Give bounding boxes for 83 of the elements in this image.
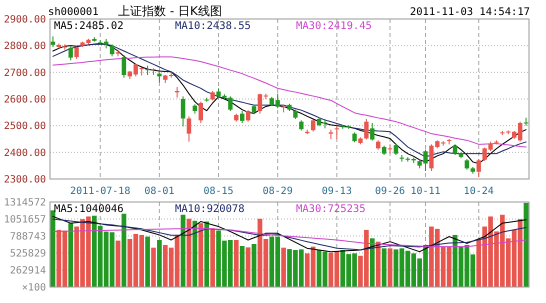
- candlestick: [370, 122, 374, 142]
- candlestick: [452, 144, 458, 156]
- candlestick: [240, 110, 244, 124]
- x-tick-label: 08-15: [203, 186, 234, 197]
- text: 2011-11-03 14:54:17: [410, 6, 530, 18]
- y-tick-label: 2300.00: [4, 174, 46, 186]
- x-tick-label: 10-24: [464, 186, 494, 197]
- candlestick: [382, 145, 386, 156]
- candlestick: [228, 96, 233, 112]
- candlestick: [394, 143, 398, 156]
- candlestick: [352, 132, 357, 143]
- bar: [157, 240, 162, 287]
- bar: [68, 223, 74, 287]
- y-tick-label: 2500.00: [4, 121, 46, 132]
- y-tick-label: 2800.00: [4, 41, 46, 52]
- text: MA30:2419.45: [296, 20, 372, 32]
- bar: [204, 222, 210, 287]
- candlestick: [334, 125, 340, 140]
- candlestick: [122, 54, 126, 78]
- bar: [210, 228, 215, 287]
- y-tick-label: 1051657: [4, 214, 46, 226]
- bar: [122, 214, 126, 287]
- candlestick: [192, 104, 198, 114]
- bar: [281, 248, 286, 287]
- candlestick: [293, 109, 298, 120]
- line-series: [52, 228, 527, 248]
- candlestick: [246, 110, 250, 122]
- candlestick: [376, 140, 380, 150]
- bar: [524, 202, 528, 287]
- bar: [252, 244, 256, 287]
- y-tick-label: 525829: [10, 248, 46, 260]
- x-tick-label: 08-01: [144, 186, 174, 197]
- bar: [382, 248, 386, 287]
- candlestick: [180, 96, 186, 127]
- candlestick: [157, 72, 162, 83]
- candlestick: [198, 101, 203, 124]
- y-tick-label: 788743: [10, 232, 46, 242]
- bar: [240, 246, 245, 287]
- x-tick-label: 09-13: [322, 186, 352, 197]
- y-tick-label: 2600.00: [4, 94, 46, 106]
- y-tick-label: 2900.00: [4, 14, 46, 26]
- candlestick: [299, 120, 304, 131]
- y-tick-label: 1314572: [4, 198, 46, 208]
- candlestick: [476, 158, 481, 178]
- text: MA30:725235: [296, 203, 366, 215]
- bar: [198, 223, 204, 287]
- series-label: MA5:1040046: [54, 203, 124, 215]
- x-tick-label: 08-29: [262, 186, 293, 197]
- candlestick: [145, 65, 150, 76]
- candlestick: [364, 118, 369, 140]
- y-tick-label: 262914: [10, 266, 46, 276]
- candlestick: [174, 86, 180, 98]
- series-label: MA5:2485.02: [54, 20, 124, 32]
- x-tick-label: 2011-07-18: [70, 186, 130, 197]
- x-tick-label: 10-11: [410, 186, 441, 197]
- x-tick-label: 09-26: [374, 186, 406, 197]
- candlestick: [186, 116, 192, 142]
- bar: [192, 220, 198, 287]
- candlestick: [216, 88, 221, 98]
- bar: [234, 240, 239, 287]
- bar: [151, 248, 156, 287]
- candlestick: [464, 158, 470, 170]
- candlestick: [252, 104, 256, 115]
- bar: [246, 247, 250, 287]
- candlestick: [68, 46, 73, 61]
- text: MA10:2438.55: [175, 20, 251, 32]
- bar: [180, 214, 186, 287]
- bar: [50, 210, 56, 287]
- text: sh000001: [48, 6, 99, 18]
- bar: [186, 218, 192, 287]
- bar: [388, 248, 392, 287]
- y-axis-title: ×100: [22, 282, 46, 294]
- y-tick-label: 2700.00: [4, 68, 46, 79]
- series-label: MA10:920078: [175, 203, 245, 215]
- y-tick-label: 2400.00: [4, 148, 46, 159]
- candlestick: [310, 119, 316, 132]
- bar: [116, 240, 120, 287]
- bar: [145, 236, 150, 287]
- candlestick: [110, 44, 114, 57]
- candlestick: [50, 36, 56, 48]
- candlestick: [74, 46, 79, 60]
- chart-title: 上证指数 - 日K线图: [118, 4, 222, 18]
- candlestick: [210, 90, 215, 101]
